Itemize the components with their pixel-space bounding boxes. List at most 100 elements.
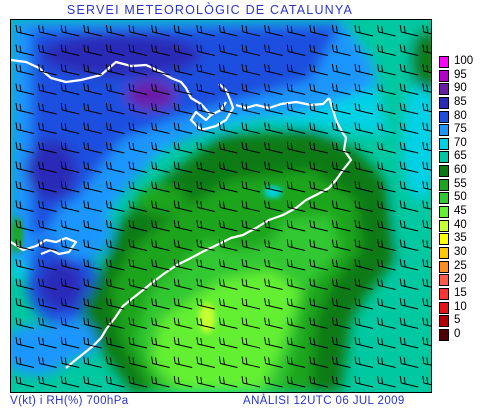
wind-barb — [38, 141, 57, 154]
wind-barb — [173, 63, 193, 76]
wind-barb — [354, 356, 374, 368]
wind-barb — [286, 24, 306, 37]
wind-barb — [309, 375, 328, 388]
wind-barb — [83, 24, 102, 37]
wind-barb — [38, 161, 57, 173]
wind-barb — [83, 375, 102, 388]
wind-barb — [399, 239, 419, 251]
wind-barb — [399, 258, 419, 271]
wind-barb — [422, 141, 431, 152]
wind-barb — [83, 297, 102, 310]
legend-entry: 25 — [439, 260, 485, 274]
wind-barb — [128, 336, 148, 349]
wind-barb — [15, 180, 35, 193]
wind-barb — [309, 278, 328, 290]
wind-barb — [422, 356, 431, 366]
wind-barb — [38, 317, 57, 329]
wind-barb — [83, 161, 102, 173]
wind-barb — [38, 356, 57, 368]
wind-barb — [331, 317, 351, 329]
wind-barb — [331, 219, 351, 232]
wind-barb — [286, 44, 306, 56]
wind-barb — [38, 375, 57, 388]
wind-barb — [128, 83, 148, 95]
wind-barb — [422, 63, 431, 74]
legend-swatch — [439, 287, 449, 300]
wind-barb — [83, 122, 102, 134]
wind-barb — [196, 161, 215, 173]
legend-label: 35 — [454, 232, 467, 245]
wind-barb — [309, 102, 328, 115]
wind-barb — [331, 336, 351, 349]
wind-barb — [151, 161, 170, 173]
wind-barb — [241, 180, 261, 193]
legend-entry: 40 — [439, 219, 485, 233]
wind-barb — [83, 200, 102, 212]
legend-label: 45 — [454, 205, 467, 218]
wind-barb — [399, 24, 419, 37]
legend-swatch — [439, 124, 449, 137]
legend-label: 80 — [454, 109, 467, 122]
wind-barb — [377, 102, 396, 115]
wind-barb — [422, 258, 431, 269]
legend-entry: 95 — [439, 69, 485, 83]
legend-entry: 100 — [439, 55, 485, 69]
wind-barb — [38, 239, 57, 251]
wind-barb — [286, 200, 306, 212]
wind-barb — [422, 317, 431, 327]
wind-barb — [264, 219, 283, 232]
wind-barb — [218, 336, 238, 349]
wind-barb — [38, 219, 57, 232]
wind-barb — [309, 336, 328, 349]
wind-barb — [60, 239, 80, 251]
wind-barb — [151, 297, 170, 310]
wind-barb — [15, 83, 35, 95]
wind-barb — [377, 356, 396, 368]
wind-barb — [15, 356, 35, 368]
wind-barb — [399, 161, 419, 173]
wind-barb — [83, 278, 102, 290]
wind-barb — [218, 317, 238, 329]
wind-barb — [83, 141, 102, 154]
wind-barb — [264, 278, 283, 290]
wind-barb — [151, 317, 170, 329]
wind-barb — [196, 258, 215, 271]
wind-barb — [331, 200, 351, 212]
legend-swatch — [439, 246, 449, 259]
wind-barb — [422, 24, 431, 35]
wind-barb — [218, 375, 238, 388]
wind-barb — [264, 63, 283, 76]
wind-barb — [286, 63, 306, 76]
wind-barb — [196, 317, 215, 329]
wind-barb — [60, 44, 80, 56]
wind-barb — [196, 219, 215, 232]
wind-barb — [218, 102, 238, 115]
wind-barb — [422, 122, 431, 132]
wind-barb — [105, 180, 125, 193]
wind-barb — [264, 200, 283, 212]
wind-barb — [331, 180, 351, 193]
wind-barb — [309, 258, 328, 271]
wind-barb — [309, 239, 328, 251]
legend-entry: 0 — [439, 328, 485, 342]
wind-barb — [354, 297, 374, 310]
legend-swatch — [439, 274, 449, 287]
wind-barb — [286, 83, 306, 95]
wind-barb — [173, 258, 193, 271]
wind-barb — [151, 83, 170, 95]
wind-barb — [151, 102, 170, 115]
legend-label: 20 — [454, 273, 467, 286]
wind-barb — [286, 278, 306, 290]
wind-barb — [15, 336, 35, 349]
wind-barb — [105, 44, 125, 56]
wind-barb — [264, 297, 283, 310]
wind-barb — [196, 63, 215, 76]
wind-barb — [241, 375, 261, 388]
wind-barb — [15, 239, 35, 251]
wind-barb — [173, 239, 193, 251]
wind-barb — [218, 24, 238, 37]
legend-swatch — [439, 96, 449, 109]
wind-barb — [196, 24, 215, 37]
wind-barb — [218, 219, 238, 232]
legend-label: 75 — [454, 123, 467, 136]
